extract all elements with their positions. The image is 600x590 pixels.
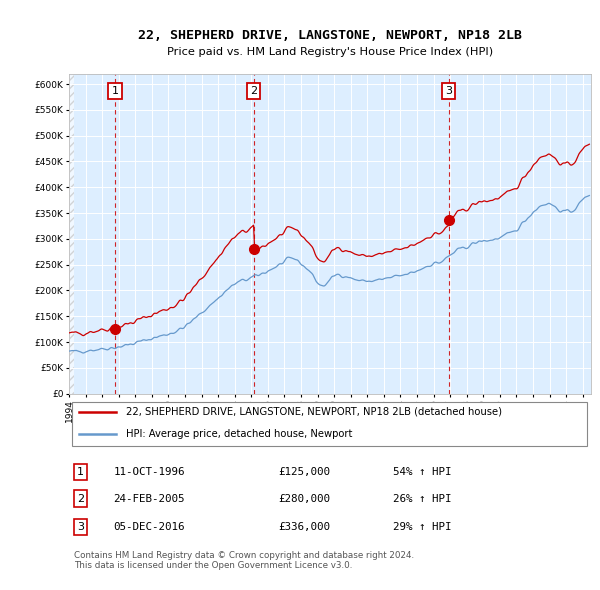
- Text: 05-DEC-2016: 05-DEC-2016: [113, 522, 185, 532]
- Text: 3: 3: [445, 86, 452, 96]
- Text: 24-FEB-2005: 24-FEB-2005: [113, 494, 185, 503]
- Text: £336,000: £336,000: [278, 522, 330, 532]
- Text: 22, SHEPHERD DRIVE, LANGSTONE, NEWPORT, NP18 2LB: 22, SHEPHERD DRIVE, LANGSTONE, NEWPORT, …: [138, 29, 522, 42]
- Text: 29% ↑ HPI: 29% ↑ HPI: [392, 522, 451, 532]
- Text: 26% ↑ HPI: 26% ↑ HPI: [392, 494, 451, 503]
- Text: £280,000: £280,000: [278, 494, 330, 503]
- Text: £125,000: £125,000: [278, 467, 330, 477]
- Text: Price paid vs. HM Land Registry's House Price Index (HPI): Price paid vs. HM Land Registry's House …: [167, 47, 493, 57]
- Text: HPI: Average price, detached house, Newport: HPI: Average price, detached house, Newp…: [127, 430, 353, 439]
- Text: 11-OCT-1996: 11-OCT-1996: [113, 467, 185, 477]
- Text: 1: 1: [77, 467, 84, 477]
- Text: 22, SHEPHERD DRIVE, LANGSTONE, NEWPORT, NP18 2LB (detached house): 22, SHEPHERD DRIVE, LANGSTONE, NEWPORT, …: [127, 407, 502, 417]
- Text: 2: 2: [250, 86, 257, 96]
- Text: Contains HM Land Registry data © Crown copyright and database right 2024.
This d: Contains HM Land Registry data © Crown c…: [74, 551, 415, 571]
- Text: 3: 3: [77, 522, 84, 532]
- Text: 2: 2: [77, 494, 84, 503]
- Text: 1: 1: [112, 86, 119, 96]
- FancyBboxPatch shape: [71, 402, 587, 446]
- Text: 54% ↑ HPI: 54% ↑ HPI: [392, 467, 451, 477]
